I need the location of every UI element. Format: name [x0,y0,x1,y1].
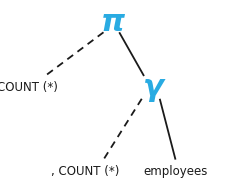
Text: COUNT (*): COUNT (*) [0,81,57,94]
Text: π: π [100,8,125,37]
Text: γ: γ [143,73,163,102]
Text: employees: employees [143,165,208,177]
Text: , COUNT (*): , COUNT (*) [51,165,120,177]
